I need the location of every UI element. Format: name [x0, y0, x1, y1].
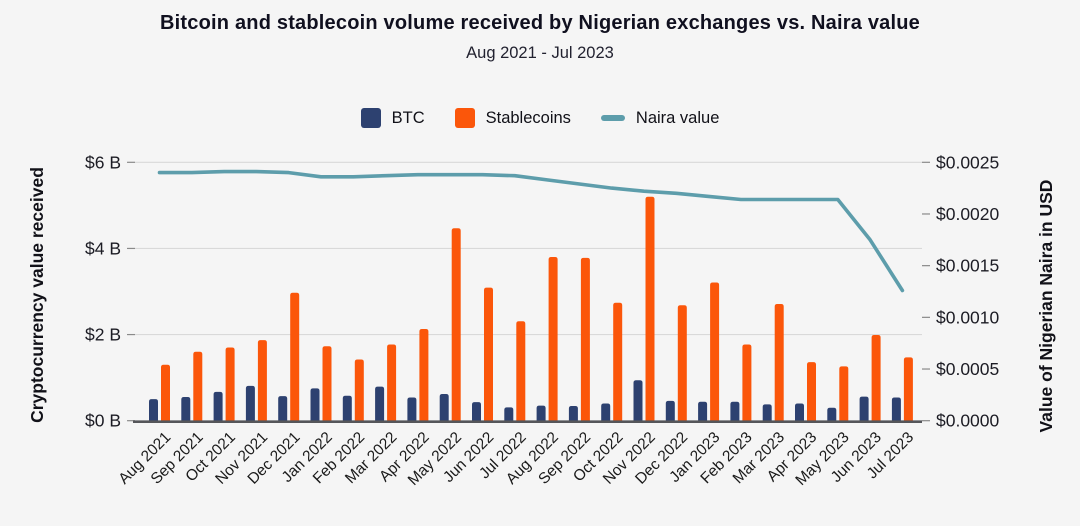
left-axis-tick-label: $2 B: [85, 325, 121, 345]
btc-bar: [795, 403, 804, 422]
btc-bar: [278, 396, 288, 422]
btc-bar: [665, 400, 675, 422]
stablecoins-bar: [903, 357, 913, 422]
right-axis-tick-label: $0.0015: [936, 256, 999, 276]
btc-bar: [407, 397, 417, 422]
legend-label-naira-value: Naira value: [635, 108, 720, 127]
stablecoins-bar: [645, 196, 655, 422]
left-axis-tick-label: $4 B: [85, 238, 121, 258]
stablecoins-bar: [807, 362, 816, 422]
stablecoins-bar: [516, 321, 526, 422]
naira-line-swatch-icon: [600, 115, 625, 121]
legend-item-naira-value: Naira value: [600, 108, 720, 128]
legend-item-btc: BTC: [360, 108, 425, 128]
stablecoins-bar: [354, 359, 364, 422]
legend-label-stablecoins: Stablecoins: [485, 108, 571, 127]
btc-bar: [149, 399, 158, 422]
btc-bar: [730, 401, 740, 422]
btc-bar: [181, 397, 191, 422]
legend-label-btc: BTC: [391, 108, 425, 127]
right-axis-tick-label: $0.0010: [936, 307, 1000, 327]
stablecoins-bar: [257, 340, 267, 422]
btc-bar: [762, 404, 772, 422]
stablecoins-bar: [225, 347, 235, 422]
left-axis-tick-label: $6 B: [85, 152, 121, 172]
stablecoins-bar: [774, 303, 784, 422]
btc-bar: [310, 388, 320, 422]
btc-bar: [342, 395, 352, 422]
naira-value-line: [157, 169, 905, 293]
btc-bar: [245, 385, 255, 422]
stablecoins-bar: [193, 351, 203, 422]
btc-bar: [472, 402, 481, 422]
legend-item-stablecoins: Stablecoins: [454, 108, 571, 128]
right-axis-tick-label: $0.0000: [936, 411, 1000, 431]
right-axis-tick-label: $0.0005: [936, 359, 999, 379]
btc-bar: [504, 407, 514, 422]
stablecoins-bar: [839, 366, 849, 422]
btc-bar: [859, 396, 869, 422]
btc-bar: [568, 406, 578, 422]
btc-bar: [601, 403, 611, 422]
stablecoins-bar: [161, 364, 170, 422]
right-axis-tick-label: $0.0025: [936, 152, 999, 172]
stablecoins-bar: [580, 257, 590, 422]
btc-bar: [891, 397, 901, 422]
btc-swatch-icon: [360, 108, 381, 128]
btc-bar: [698, 401, 708, 422]
chart-title: Bitcoin and stablecoin volume received b…: [160, 12, 920, 34]
stablecoins-bar: [387, 344, 397, 422]
stablecoins-bar: [484, 287, 493, 422]
btc-bar: [375, 386, 385, 422]
btc-bar: [213, 391, 223, 422]
stablecoins-bar: [290, 292, 300, 422]
stablecoins-bar: [613, 302, 623, 422]
stablecoins-bar: [419, 328, 429, 422]
stablecoins-bar: [742, 344, 752, 422]
btc-bar: [439, 393, 449, 422]
chart-subtitle: Aug 2021 - Jul 2023: [466, 44, 614, 62]
stablecoins-bar: [322, 346, 332, 422]
right-axis-tick-label: $0.0020: [936, 204, 1000, 224]
stablecoins-bar: [548, 257, 558, 422]
btc-bar: [633, 380, 643, 422]
stablecoins-bar: [451, 228, 461, 422]
stablecoins-bar: [871, 334, 881, 422]
btc-bar: [827, 407, 837, 422]
stablecoins-swatch-icon: [454, 108, 475, 128]
chart-legend: BTC Stablecoins Naira value: [0, 108, 1080, 128]
stablecoins-bar: [710, 282, 720, 422]
btc-bar: [536, 405, 546, 422]
left-axis-tick-label: $0 B: [85, 411, 121, 431]
stablecoins-bar: [677, 305, 687, 422]
